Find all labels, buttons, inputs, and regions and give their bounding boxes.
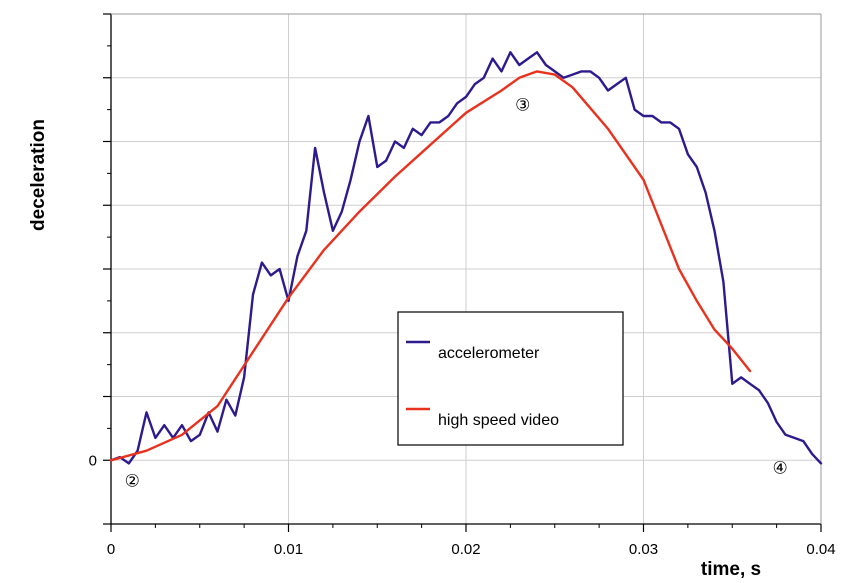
- series-line-high-speed-video: [109, 70, 752, 462]
- annotation-marker: ④: [773, 459, 788, 479]
- y-axis-title: deceleration: [28, 119, 49, 231]
- y-tick-label: 0: [89, 452, 97, 469]
- annotations: ② ③ ④: [125, 95, 788, 491]
- axes: 0 0.01 0.02 0.03 0.04 0: [89, 13, 836, 558]
- grid: [111, 14, 821, 524]
- series-line-accelerometer: [109, 51, 823, 465]
- legend: accelerometer high speed video: [397, 311, 624, 446]
- legend-label-accelerometer: accelerometer: [438, 345, 540, 362]
- x-tick-label: 0.02: [451, 541, 480, 558]
- x-axis-title: time, s: [701, 559, 761, 580]
- legend-box: [397, 311, 624, 446]
- x-tick-label: 0: [107, 541, 115, 558]
- series-layer: [109, 51, 823, 465]
- x-tick-label: 0.04: [806, 541, 835, 558]
- annotation-marker: ③: [515, 95, 530, 115]
- x-tick-label: 0.01: [274, 541, 303, 558]
- x-tick-label: 0.03: [629, 541, 658, 558]
- legend-label-high-speed-video: high speed video: [438, 412, 559, 429]
- annotation-marker: ②: [125, 471, 140, 491]
